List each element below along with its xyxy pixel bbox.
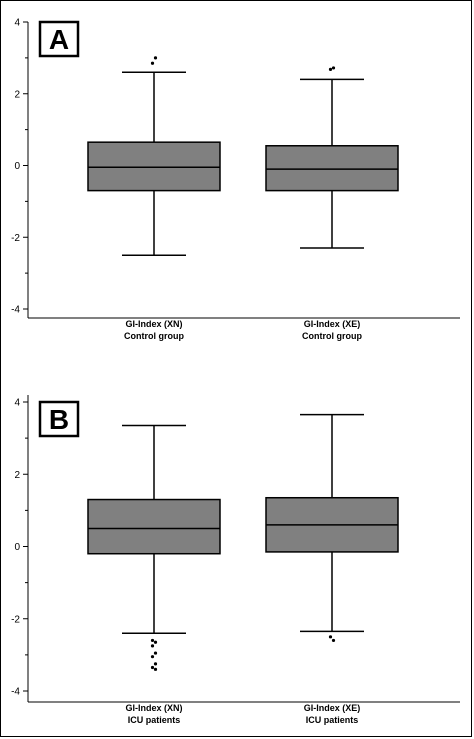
outlier-point [153, 56, 158, 60]
panel-label-box [38, 20, 80, 58]
x-category-sublabel: Control group [124, 331, 184, 341]
outlier-point [153, 667, 158, 671]
iqr-box [265, 145, 399, 192]
panel-label: B [49, 404, 69, 435]
outlier-point [331, 638, 336, 643]
y-tick-label: -2 [11, 614, 20, 625]
box-series-1: GI-Index (XN) ICU patients [87, 424, 221, 725]
y-tick-label: 4 [14, 398, 20, 409]
outlier-point [328, 635, 333, 639]
outlier-point [150, 61, 155, 65]
x-category-sublabel: ICU patients [306, 715, 359, 725]
iqr-box [87, 141, 221, 192]
outlier-point [150, 644, 155, 648]
outlier-point [328, 67, 333, 71]
box-series-1: GI-Index (XN) Control group [87, 56, 221, 341]
panel-label-box [38, 400, 80, 438]
x-category-label: GI-Index (XN) [125, 319, 182, 329]
y-tick-label: 0 [14, 542, 20, 553]
box-series-2: GI-Index (XE) ICU patients [265, 413, 399, 725]
x-category-sublabel: Control group [302, 331, 362, 341]
y-tick-label: -2 [11, 233, 20, 244]
outlier-point [153, 651, 158, 655]
outlier-point [150, 655, 155, 659]
y-tick-label: 4 [14, 18, 20, 29]
y-tick-label: -4 [11, 687, 20, 698]
x-category-sublabel: ICU patients [128, 715, 181, 725]
y-tick-label: 2 [14, 89, 20, 100]
outlier-point [153, 640, 158, 644]
box-series-2: GI-Index (XE) Control group [265, 66, 399, 341]
y-tick-label: 2 [14, 470, 20, 481]
x-category-label: GI-Index (XE) [304, 703, 361, 713]
outlier-point [331, 66, 336, 70]
y-tick-label: 0 [14, 161, 20, 172]
panel-label: A [49, 24, 69, 55]
iqr-box [87, 498, 221, 555]
outlier-point [150, 665, 155, 670]
x-category-label: GI-Index (XN) [125, 703, 182, 713]
outlier-point [150, 638, 155, 643]
y-tick-label: -4 [11, 305, 20, 316]
x-category-label: GI-Index (XE) [304, 319, 361, 329]
outlier-point [153, 662, 158, 666]
